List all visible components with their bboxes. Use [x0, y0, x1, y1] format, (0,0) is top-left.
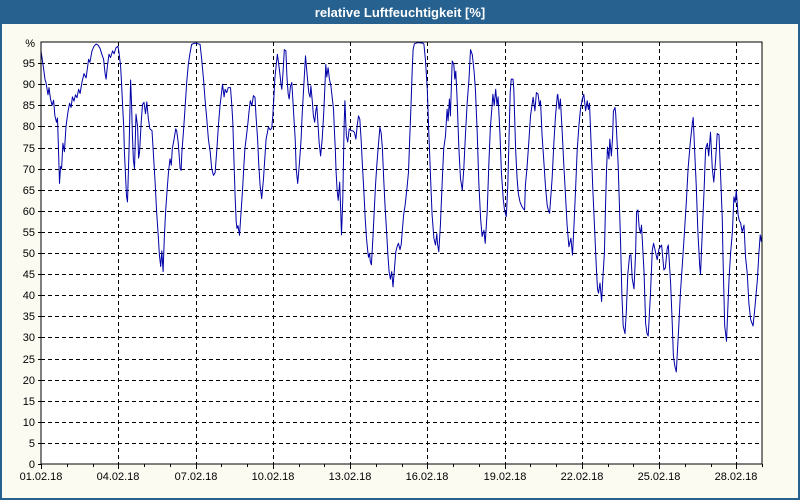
svg-text:19.02.18: 19.02.18 — [484, 471, 527, 483]
y-axis-labels: 0 5 10 15 20 25 30 35 40 45 50 55 60 65 70 75 80 85 90 95 — [23, 58, 35, 471]
window-title-bar: relative Luftfeuchtigkeit [%] — [2, 2, 798, 24]
plot-border — [40, 41, 763, 465]
svg-text:40: 40 — [23, 290, 35, 302]
svg-text:25: 25 — [23, 354, 35, 366]
svg-text:15: 15 — [23, 396, 35, 408]
svg-text:28.02.18: 28.02.18 — [715, 471, 758, 483]
svg-text:80: 80 — [23, 121, 35, 133]
svg-text:10.02.18: 10.02.18 — [252, 471, 295, 483]
svg-text:65: 65 — [23, 185, 35, 197]
svg-text:95: 95 — [23, 58, 35, 70]
svg-text:90: 90 — [23, 79, 35, 91]
svg-text:0: 0 — [29, 459, 35, 471]
svg-text:01.02.18: 01.02.18 — [20, 471, 63, 483]
svg-text:22.02.18: 22.02.18 — [561, 471, 604, 483]
svg-text:60: 60 — [23, 206, 35, 218]
vertical-gridlines — [118, 42, 737, 464]
svg-text:20: 20 — [23, 375, 35, 387]
svg-text:75: 75 — [23, 143, 35, 155]
humidity-line — [40, 42, 763, 373]
y-axis-unit-label: % — [25, 38, 35, 50]
svg-text:07.02.18: 07.02.18 — [175, 471, 218, 483]
svg-text:70: 70 — [23, 164, 35, 176]
svg-text:5: 5 — [29, 438, 35, 450]
svg-text:04.02.18: 04.02.18 — [97, 471, 140, 483]
svg-text:45: 45 — [23, 269, 35, 281]
svg-text:55: 55 — [23, 227, 35, 239]
svg-text:13.02.18: 13.02.18 — [329, 471, 372, 483]
x-axis-labels: 01.02.18 04.02.18 07.02.18 10.02.18 13.02.18… — [20, 471, 758, 483]
svg-text:30: 30 — [23, 332, 35, 344]
svg-text:10: 10 — [23, 417, 35, 429]
svg-text:50: 50 — [23, 248, 35, 260]
horizontal-gridlines — [41, 63, 762, 444]
svg-text:85: 85 — [23, 100, 35, 112]
svg-text:%: % — [25, 38, 35, 50]
page-title: relative Luftfeuchtigkeit [%] — [314, 5, 486, 20]
svg-text:35: 35 — [23, 311, 35, 323]
svg-text:16.02.18: 16.02.18 — [406, 471, 449, 483]
svg-text:25.02.18: 25.02.18 — [638, 471, 681, 483]
